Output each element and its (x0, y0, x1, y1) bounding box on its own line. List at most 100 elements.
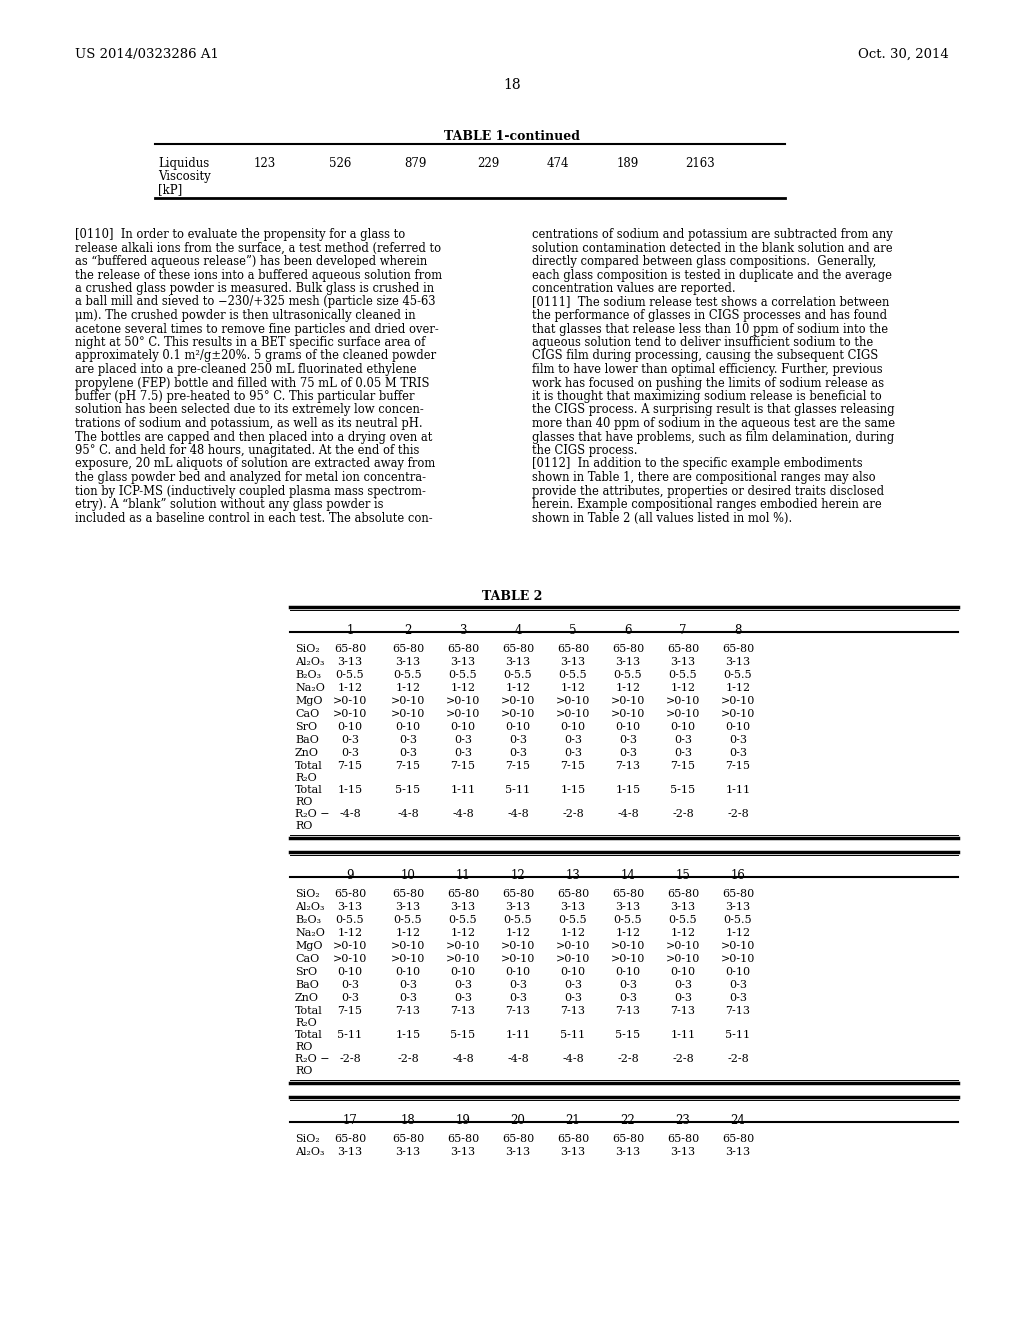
Text: 65-80: 65-80 (392, 1134, 424, 1144)
Text: propylene (FEP) bottle and filled with 75 mL of 0.05 M TRIS: propylene (FEP) bottle and filled with 7… (75, 376, 429, 389)
Text: Liquidus: Liquidus (158, 157, 209, 170)
Text: the glass powder bed and analyzed for metal ion concentra-: the glass powder bed and analyzed for me… (75, 471, 426, 484)
Text: 3-13: 3-13 (615, 902, 641, 912)
Text: 7-13: 7-13 (395, 1006, 421, 1016)
Text: 0-3: 0-3 (674, 993, 692, 1003)
Text: 1-12: 1-12 (506, 682, 530, 693)
Text: film to have lower than optimal efficiency. Further, previous: film to have lower than optimal efficien… (532, 363, 883, 376)
Text: 1-12: 1-12 (395, 682, 421, 693)
Text: 65-80: 65-80 (722, 1134, 754, 1144)
Text: 2: 2 (404, 624, 412, 638)
Text: 65-80: 65-80 (722, 644, 754, 653)
Text: trations of sodium and potassium, as well as its neutral pH.: trations of sodium and potassium, as wel… (75, 417, 423, 430)
Text: 0-10: 0-10 (671, 968, 695, 977)
Text: 1-12: 1-12 (725, 682, 751, 693)
Text: 0-3: 0-3 (341, 748, 359, 758)
Text: 65-80: 65-80 (612, 888, 644, 899)
Text: 11: 11 (456, 869, 470, 882)
Text: 5-15: 5-15 (395, 785, 421, 795)
Text: 65-80: 65-80 (667, 888, 699, 899)
Text: >0-10: >0-10 (501, 941, 536, 950)
Text: SrO: SrO (295, 968, 317, 977)
Text: -2-8: -2-8 (397, 1053, 419, 1064)
Text: 3-13: 3-13 (560, 1147, 586, 1158)
Text: 474: 474 (547, 157, 569, 170)
Text: 3-13: 3-13 (395, 657, 421, 667)
Text: 7-15: 7-15 (451, 762, 475, 771)
Text: 24: 24 (730, 1114, 745, 1127)
Text: -2-8: -2-8 (339, 1053, 360, 1064)
Text: the release of these ions into a buffered aqueous solution from: the release of these ions into a buffere… (75, 268, 442, 281)
Text: >0-10: >0-10 (445, 709, 480, 719)
Text: 1-15: 1-15 (338, 785, 362, 795)
Text: solution contamination detected in the blank solution and are: solution contamination detected in the b… (532, 242, 893, 255)
Text: 5-11: 5-11 (560, 1030, 586, 1040)
Text: 65-80: 65-80 (446, 1134, 479, 1144)
Text: 3-13: 3-13 (506, 1147, 530, 1158)
Text: 0-5.5: 0-5.5 (559, 915, 588, 925)
Text: provide the attributes, properties or desired traits disclosed: provide the attributes, properties or de… (532, 484, 884, 498)
Text: 0-3: 0-3 (399, 735, 417, 744)
Text: 0-5.5: 0-5.5 (504, 915, 532, 925)
Text: CIGS film during processing, causing the subsequent CIGS: CIGS film during processing, causing the… (532, 350, 879, 363)
Text: 189: 189 (616, 157, 639, 170)
Text: 23: 23 (676, 1114, 690, 1127)
Text: 0-3: 0-3 (618, 748, 637, 758)
Text: each glass composition is tested in duplicate and the average: each glass composition is tested in dupl… (532, 268, 892, 281)
Text: Na₂O: Na₂O (295, 928, 325, 939)
Text: 15: 15 (676, 869, 690, 882)
Text: 5-11: 5-11 (725, 1030, 751, 1040)
Text: 2163: 2163 (685, 157, 715, 170)
Text: 3: 3 (459, 624, 467, 638)
Text: >0-10: >0-10 (333, 954, 368, 964)
Text: 0-3: 0-3 (454, 979, 472, 990)
Text: 5: 5 (569, 624, 577, 638)
Text: 7-15: 7-15 (395, 762, 421, 771)
Text: >0-10: >0-10 (610, 941, 645, 950)
Text: more than 40 ppm of sodium in the aqueous test are the same: more than 40 ppm of sodium in the aqueou… (532, 417, 895, 430)
Text: >0-10: >0-10 (333, 941, 368, 950)
Text: 7-15: 7-15 (725, 762, 751, 771)
Text: centrations of sodium and potassium are subtracted from any: centrations of sodium and potassium are … (532, 228, 893, 242)
Text: 0-10: 0-10 (725, 722, 751, 733)
Text: 0-5.5: 0-5.5 (336, 915, 365, 925)
Text: 65-80: 65-80 (334, 888, 367, 899)
Text: 7-13: 7-13 (615, 762, 640, 771)
Text: >0-10: >0-10 (556, 709, 590, 719)
Text: 879: 879 (403, 157, 426, 170)
Text: 3-13: 3-13 (560, 902, 586, 912)
Text: 7-15: 7-15 (560, 762, 586, 771)
Text: ZnO: ZnO (295, 993, 319, 1003)
Text: R₂O: R₂O (295, 1018, 316, 1028)
Text: CaO: CaO (295, 954, 319, 964)
Text: 1-12: 1-12 (451, 928, 475, 939)
Text: Total: Total (295, 1006, 323, 1016)
Text: >0-10: >0-10 (721, 954, 755, 964)
Text: 0-10: 0-10 (615, 968, 641, 977)
Text: 0-5.5: 0-5.5 (449, 915, 477, 925)
Text: 0-3: 0-3 (729, 979, 746, 990)
Text: >0-10: >0-10 (445, 696, 480, 706)
Text: 14: 14 (621, 869, 636, 882)
Text: -2-8: -2-8 (727, 1053, 749, 1064)
Text: >0-10: >0-10 (501, 954, 536, 964)
Text: concentration values are reported.: concentration values are reported. (532, 282, 735, 294)
Text: 0-3: 0-3 (399, 979, 417, 990)
Text: -4-8: -4-8 (397, 809, 419, 818)
Text: 0-5.5: 0-5.5 (504, 671, 532, 680)
Text: 1-12: 1-12 (560, 928, 586, 939)
Text: 0-3: 0-3 (674, 979, 692, 990)
Text: MgO: MgO (295, 696, 323, 706)
Text: -2-8: -2-8 (672, 1053, 694, 1064)
Text: BaO: BaO (295, 735, 318, 744)
Text: 7-15: 7-15 (338, 762, 362, 771)
Text: 18: 18 (503, 78, 521, 92)
Text: 1-11: 1-11 (725, 785, 751, 795)
Text: 65-80: 65-80 (722, 888, 754, 899)
Text: 65-80: 65-80 (446, 888, 479, 899)
Text: 229: 229 (477, 157, 499, 170)
Text: 1-11: 1-11 (506, 1030, 530, 1040)
Text: 65-80: 65-80 (557, 1134, 589, 1144)
Text: >0-10: >0-10 (501, 709, 536, 719)
Text: R₂O −: R₂O − (295, 809, 330, 818)
